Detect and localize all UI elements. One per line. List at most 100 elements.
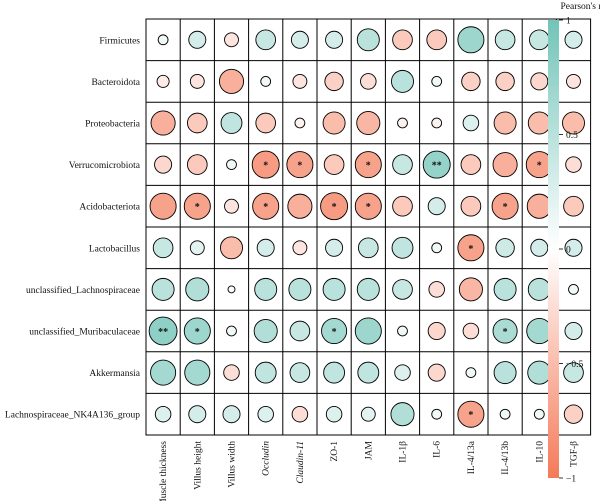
column-label-2: Villus width bbox=[228, 441, 238, 488]
correlation-circle-6-3 bbox=[254, 277, 278, 301]
correlation-circle-3-9 bbox=[460, 154, 482, 175]
column-label-10: IL-4/13b bbox=[501, 441, 511, 475]
correlation-circle-8-2 bbox=[223, 364, 240, 381]
correlation-circle-2-9 bbox=[462, 114, 480, 132]
correlation-circle-8-10 bbox=[493, 361, 517, 385]
correlation-circle-4-10 bbox=[491, 192, 519, 220]
colorbar: Pearson's r 1 0.5 0 −0.5 −1 bbox=[548, 2, 600, 485]
row-label-6: unclassified_Lachnospiraceae bbox=[26, 285, 140, 296]
colorbar-tick-label-2: 0 bbox=[566, 246, 571, 256]
correlation-circle-6-1 bbox=[185, 277, 210, 302]
colorbar-title: Pearson's r bbox=[560, 2, 600, 12]
row-label-2: Proteobacteria bbox=[85, 120, 141, 130]
correlation-circle-2-1 bbox=[186, 112, 208, 134]
correlation-circle-7-3 bbox=[253, 318, 278, 344]
correlation-circle-9-10 bbox=[499, 408, 511, 420]
correlation-circle-3-4 bbox=[286, 151, 314, 179]
correlation-circle-0-6 bbox=[356, 28, 380, 52]
correlation-circle-4-11 bbox=[526, 193, 552, 219]
correlation-circle-6-11 bbox=[527, 277, 551, 301]
correlation-circle-1-0 bbox=[156, 74, 170, 88]
correlation-circle-7-4 bbox=[289, 320, 311, 342]
correlation-circle-7-1 bbox=[183, 317, 211, 345]
correlation-circle-9-0 bbox=[154, 405, 172, 423]
row-label-7: unclassified_Muribaculaceae bbox=[29, 327, 140, 338]
column-labels: Muscle thickness Villus height Villus widt… bbox=[159, 440, 579, 501]
column-label-1: Villus height bbox=[193, 441, 203, 490]
correlation-circle-9-11 bbox=[533, 408, 545, 420]
correlation-circle-7-9 bbox=[462, 322, 480, 340]
correlation-circle-5-0 bbox=[152, 237, 174, 259]
correlation-circle-6-8 bbox=[428, 281, 445, 298]
correlation-circle-8-6 bbox=[357, 361, 380, 384]
correlation-circle-6-6 bbox=[356, 277, 380, 301]
correlation-circle-0-12 bbox=[564, 30, 583, 49]
correlation-circle-0-3 bbox=[255, 29, 277, 51]
correlation-circle-8-4 bbox=[289, 362, 311, 383]
correlation-circle-5-5 bbox=[325, 238, 344, 257]
correlation-circle-1-11 bbox=[530, 72, 549, 91]
correlation-circle-2-2 bbox=[220, 112, 243, 134]
column-label-5: ZO-1 bbox=[330, 441, 340, 462]
significance-mark-4-6: * bbox=[366, 202, 371, 213]
correlation-circle-4-12 bbox=[563, 195, 584, 217]
row-label-4: Acidobacteriota bbox=[79, 203, 140, 213]
correlation-circle-0-2 bbox=[224, 32, 239, 48]
correlation-circle-4-1 bbox=[183, 192, 211, 220]
correlation-circle-6-12 bbox=[568, 284, 579, 295]
correlation-circle-9-9 bbox=[457, 400, 485, 428]
correlation-circle-1-6 bbox=[360, 73, 377, 90]
correlation-circle-9-4 bbox=[291, 405, 309, 423]
colorbar-gradient bbox=[548, 20, 559, 478]
correlation-circle-5-4 bbox=[292, 240, 308, 256]
correlation-circle-1-7 bbox=[391, 69, 414, 93]
correlation-circle-9-3 bbox=[257, 405, 274, 423]
correlation-circle-1-9 bbox=[461, 71, 481, 92]
correlation-circle-9-12 bbox=[563, 404, 584, 424]
correlation-circle-9-6 bbox=[360, 406, 376, 422]
correlation-circle-2-8 bbox=[431, 117, 443, 129]
correlation-circle-0-7 bbox=[392, 29, 413, 51]
correlation-circle-4-9 bbox=[460, 195, 482, 217]
correlation-circle-0-11 bbox=[528, 29, 550, 51]
column-label-6: JAM bbox=[364, 440, 374, 460]
correlation-circle-2-12 bbox=[562, 111, 585, 135]
correlation-circle-1-12 bbox=[566, 73, 581, 89]
correlation-circle-5-3 bbox=[256, 238, 275, 257]
column-label-7: IL-1β bbox=[399, 441, 409, 463]
correlation-circle-7-2 bbox=[226, 325, 237, 337]
correlation-circle-3-7 bbox=[392, 154, 413, 175]
colorbar-tick-label-4: −1 bbox=[566, 475, 576, 485]
correlation-circle-7-0 bbox=[148, 316, 178, 346]
correlation-circle-5-2 bbox=[220, 236, 243, 260]
column-label-9: IL-4/13a bbox=[467, 440, 477, 474]
correlation-circle-1-3 bbox=[260, 76, 272, 87]
correlation-circle-5-9 bbox=[457, 234, 485, 262]
significance-mark-3-4: * bbox=[297, 161, 302, 172]
colorbar-tick-label-0: 1 bbox=[566, 17, 571, 27]
column-label-12: TGF-β bbox=[570, 441, 580, 467]
correlation-circle-8-11 bbox=[527, 360, 552, 385]
correlation-circle-2-10 bbox=[493, 111, 517, 135]
correlation-circle-4-3 bbox=[252, 192, 280, 220]
correlation-circle-9-1 bbox=[188, 405, 207, 424]
correlation-circle-3-5 bbox=[323, 154, 345, 175]
correlation-circle-1-10 bbox=[495, 71, 515, 92]
correlation-circle-8-8 bbox=[427, 363, 446, 382]
correlation-circle-0-10 bbox=[494, 29, 516, 51]
correlation-circle-9-2 bbox=[222, 405, 241, 424]
correlation-circle-9-8 bbox=[431, 408, 443, 420]
row-label-0: Firmicutes bbox=[99, 36, 140, 46]
colorbar-tick-label-3: −0.5 bbox=[566, 360, 583, 370]
correlation-circle-4-6 bbox=[354, 192, 382, 220]
correlation-circle-0-9 bbox=[457, 26, 485, 54]
significance-mark-3-6: * bbox=[366, 161, 371, 172]
significance-mark-5-9: * bbox=[468, 244, 473, 255]
significance-mark-3-3: * bbox=[263, 161, 268, 172]
significance-mark-3-11: * bbox=[537, 161, 542, 172]
column-label-11: IL-10 bbox=[535, 441, 545, 463]
row-label-9: Lachnospiraceae_NK4A136_group bbox=[5, 411, 140, 421]
correlation-circle-7-5 bbox=[321, 317, 348, 345]
column-label-8: IL-6 bbox=[433, 441, 443, 458]
